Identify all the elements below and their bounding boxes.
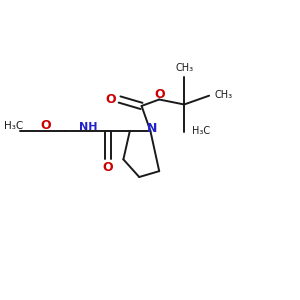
Text: CH₃: CH₃ <box>215 90 233 100</box>
Text: N: N <box>147 122 157 135</box>
Text: O: O <box>40 119 51 132</box>
Text: O: O <box>103 161 113 174</box>
Text: H₃C: H₃C <box>192 126 210 136</box>
Text: H₃C: H₃C <box>4 121 23 130</box>
Text: NH: NH <box>79 122 97 131</box>
Text: O: O <box>105 93 116 106</box>
Text: O: O <box>155 88 165 101</box>
Text: CH₃: CH₃ <box>176 63 194 74</box>
